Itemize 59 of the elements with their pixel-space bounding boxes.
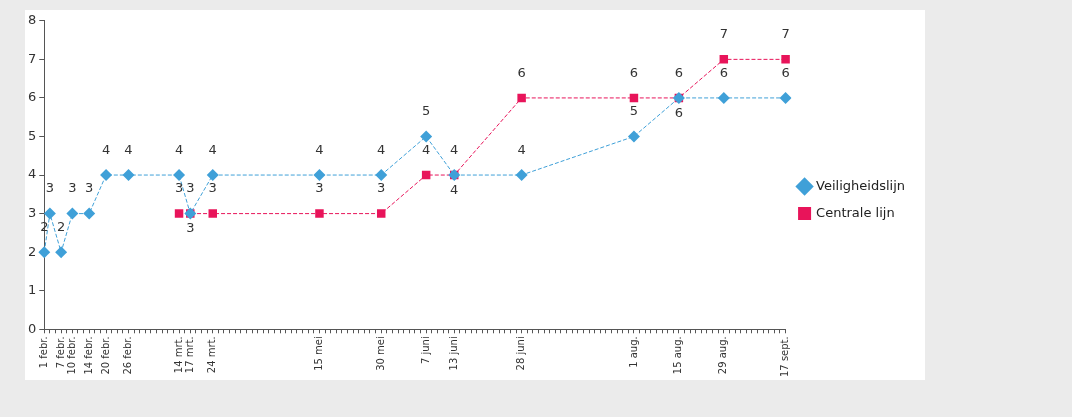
data-label: 7 xyxy=(781,26,790,42)
x-tick-label: 13 juni xyxy=(447,336,459,371)
data-label: 6 xyxy=(781,64,790,80)
data-label: 4 xyxy=(450,141,459,157)
x-tick-label: 14 febr. xyxy=(82,336,94,375)
data-label: 2 xyxy=(56,219,66,235)
x-tick-label: 29 aug. xyxy=(717,336,729,375)
data-label: 3 xyxy=(68,180,77,196)
x-tick-label: 10 febr. xyxy=(65,336,77,375)
x-tick-label: 15 mei xyxy=(313,336,325,371)
data-label: 3 xyxy=(186,220,195,236)
x-tick-label: 26 febr. xyxy=(122,336,134,375)
y-tick-label: 0 xyxy=(27,320,37,336)
data-label: 4 xyxy=(377,141,386,157)
legend-label: Veiligheidslijn xyxy=(816,177,905,193)
data-label: 3 xyxy=(315,180,324,196)
y-tick-label: 4 xyxy=(27,166,37,182)
x-tick-label: 28 juni xyxy=(515,336,527,371)
data-label: 4 xyxy=(517,141,526,157)
data-label: 3 xyxy=(45,180,55,196)
legend-label: Centrale lijn xyxy=(816,204,895,220)
data-label: 5 xyxy=(629,103,639,119)
y-tick-label: 2 xyxy=(27,243,37,259)
data-label: 3 xyxy=(208,180,217,196)
data-label: 4 xyxy=(101,141,111,157)
data-label: 4 xyxy=(315,141,324,157)
y-tick-label: 5 xyxy=(27,127,37,143)
data-label: 4 xyxy=(124,141,133,157)
data-label: 4 xyxy=(208,141,217,157)
x-tick-label: 1 febr. xyxy=(37,336,49,369)
data-label: 4 xyxy=(450,181,459,197)
data-label: 4 xyxy=(422,141,431,157)
x-tick-label: 14 mrt. xyxy=(172,336,184,374)
y-tick-label: 7 xyxy=(27,50,37,66)
y-tick-label: 8 xyxy=(27,12,37,28)
data-label: 6 xyxy=(674,64,684,80)
x-tick-label: 7 juni xyxy=(419,336,431,365)
y-tick-label: 3 xyxy=(27,204,37,220)
data-label: 4 xyxy=(174,141,184,157)
x-tick-label: 20 febr. xyxy=(99,336,111,375)
x-tick-label: 1 aug. xyxy=(627,336,639,368)
x-tick-label: 24 mrt. xyxy=(206,336,218,374)
data-label: 3 xyxy=(174,180,184,196)
x-tick-label: 17 sept. xyxy=(779,336,791,378)
data-label: 3 xyxy=(85,180,94,196)
data-label: 5 xyxy=(422,103,431,119)
data-label: 7 xyxy=(719,26,728,42)
x-tick-label: 30 mei xyxy=(374,336,386,371)
data-label: 3 xyxy=(186,180,195,196)
y-tick-label: 1 xyxy=(27,282,37,298)
data-label: 6 xyxy=(629,64,639,80)
data-label: 6 xyxy=(517,64,526,80)
x-tick-label: 17 mrt. xyxy=(183,336,195,374)
x-tick-label: 15 aug. xyxy=(672,336,684,375)
x-tick-label: 7 febr. xyxy=(54,336,66,369)
data-label: 6 xyxy=(674,104,684,120)
data-label: 3 xyxy=(377,180,386,196)
data-label: 6 xyxy=(719,64,728,80)
y-tick-label: 6 xyxy=(27,89,37,105)
